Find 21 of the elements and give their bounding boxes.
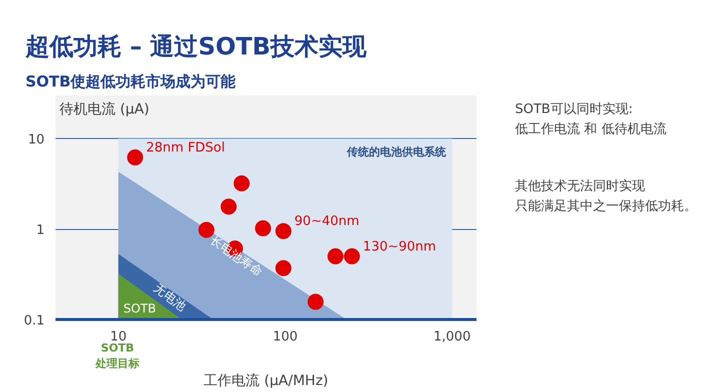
series-label: 传统的电池供电系统 <box>346 146 448 159</box>
text: 低工作电流 和 低待机电流 <box>515 120 668 138</box>
text: 只能满足其中之一保持低功耗。 <box>515 198 697 216</box>
y-tick-label: 1 <box>36 223 45 238</box>
series-label: SOTB <box>123 302 156 316</box>
y-tick-label: 10 <box>28 132 45 148</box>
x-tick-label: 1,000 <box>434 330 471 344</box>
text: SOTB可以同时实现: <box>515 101 634 119</box>
chart-subtitle: SOTB使超低功耗市场成为可能 <box>26 72 237 90</box>
series-label: 90~40nm <box>294 214 360 230</box>
series-label: 长电池寿命 <box>208 233 266 279</box>
x-tick-label: 10 <box>110 330 127 344</box>
y-axis-title: 待机电流 (μA) <box>60 102 150 118</box>
text: SOTB 处理目标 <box>94 342 140 370</box>
x-axis-title: 工作电流 (μA/MHz) <box>204 373 328 390</box>
chart-title: 超低功耗 – 通过SOTB技术实现 <box>24 32 368 60</box>
text: 其他技术无法同时实现 <box>515 178 646 196</box>
y-tick-label: 0.1 <box>24 314 45 328</box>
series-label: 28nm FDSol <box>146 140 226 156</box>
x-tick-label: 100 <box>272 330 298 344</box>
series-label: 130~90nm <box>362 239 436 254</box>
